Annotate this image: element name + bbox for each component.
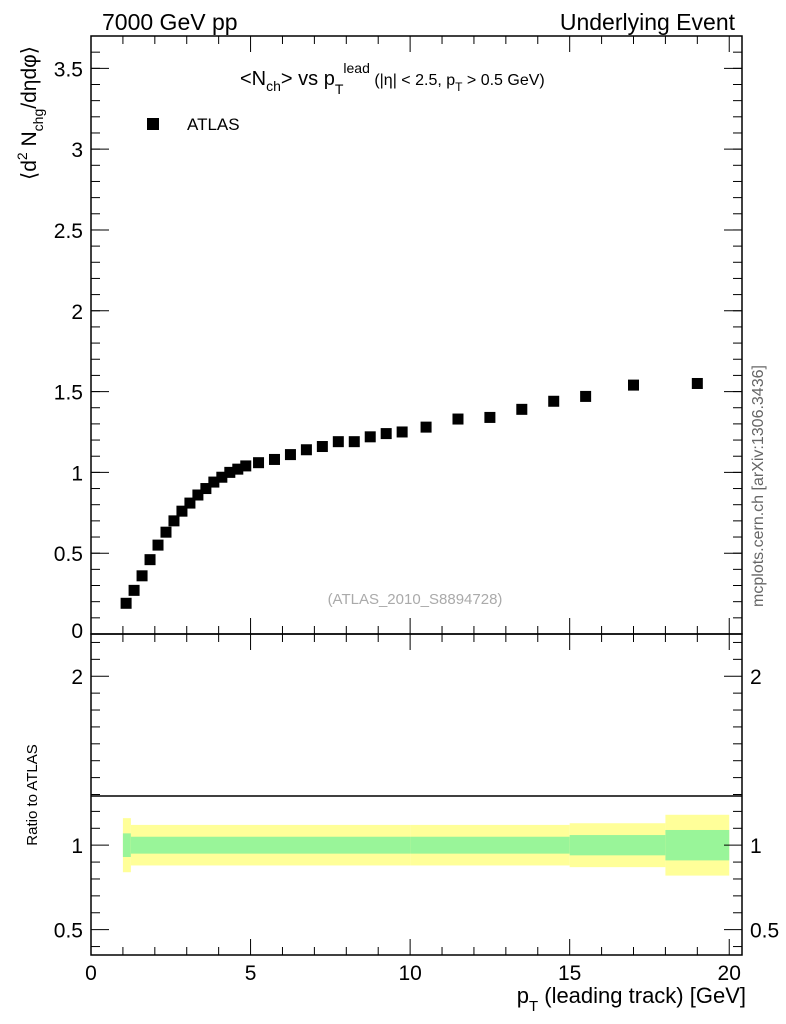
data-point bbox=[332, 436, 344, 448]
x-tick-label: 10 bbox=[398, 962, 421, 985]
data-point bbox=[152, 539, 164, 551]
ratio-band-inner bbox=[569, 835, 666, 856]
data-point bbox=[348, 436, 360, 448]
main-panel-title: <Nch> vs pTlead (|η| < 2.5, pT > 0.5 GeV… bbox=[240, 60, 545, 97]
data-point bbox=[691, 377, 703, 389]
data-point bbox=[224, 466, 236, 478]
data-point bbox=[240, 460, 252, 472]
main-y-tick-label: 1 bbox=[71, 462, 83, 485]
ratio-y-tick-label-right: 1 bbox=[750, 835, 762, 858]
ratio-y-tick-label-right: 2 bbox=[750, 666, 762, 689]
data-point bbox=[253, 457, 265, 469]
data-point bbox=[364, 431, 376, 443]
main-y-tick-label: 1.5 bbox=[54, 382, 83, 405]
data-point bbox=[136, 570, 148, 582]
svg-text:⟨d2 Nchg/dηdφ⟩: ⟨d2 Nchg/dηdφ⟩ bbox=[14, 46, 46, 180]
main-y-tick-label: 3 bbox=[71, 139, 83, 162]
data-point bbox=[216, 471, 228, 483]
ratio-y-tick-label-left: 1 bbox=[71, 835, 83, 858]
data-point bbox=[396, 426, 408, 438]
data-point bbox=[284, 449, 296, 461]
legend-marker-atlas bbox=[147, 118, 159, 130]
ratio-y-tick-label-left: 2 bbox=[71, 666, 83, 689]
x-tick-label: 15 bbox=[558, 962, 581, 985]
ratio-y-axis-label: Ratio to ATLAS bbox=[24, 744, 41, 845]
legend-label-atlas: ATLAS bbox=[187, 115, 240, 134]
ratio-y-tick-label-left: 0.5 bbox=[54, 920, 83, 943]
analysis-watermark: (ATLAS_2010_S8894728) bbox=[328, 591, 503, 608]
data-point bbox=[452, 413, 464, 425]
data-point bbox=[516, 403, 528, 415]
ratio-band-inner bbox=[122, 833, 131, 858]
ratio-panel-frame bbox=[90, 633, 743, 956]
data-point bbox=[548, 395, 560, 407]
main-y-tick-label: 0 bbox=[71, 620, 83, 643]
data-point bbox=[176, 505, 188, 517]
x-axis-label: pT (leading track) [GeV] bbox=[517, 983, 746, 1015]
data-point bbox=[580, 390, 592, 402]
data-point bbox=[300, 444, 312, 456]
side-label: mcplots.cern.ch [arXiv:1306.3436] bbox=[750, 365, 767, 607]
ratio-bands bbox=[122, 814, 730, 876]
main-y-tick-label: 2.5 bbox=[54, 220, 83, 243]
main-axis-ticks: 0.5 1 1.5 2 2.5 3 3.5 0 bbox=[54, 36, 742, 643]
data-point bbox=[160, 526, 172, 538]
x-tick-label: 20 bbox=[718, 962, 741, 985]
svg-text:pT (leading track) [GeV]: pT (leading track) [GeV] bbox=[517, 983, 746, 1015]
header-right: Underlying Event bbox=[560, 9, 736, 35]
data-point bbox=[192, 489, 204, 501]
data-point bbox=[316, 441, 328, 453]
x-tick-label: 5 bbox=[245, 962, 257, 985]
main-y-tick-label: 0.5 bbox=[54, 543, 83, 566]
data-point bbox=[380, 428, 392, 440]
data-point bbox=[208, 476, 220, 488]
data-point bbox=[168, 515, 180, 527]
main-data-points bbox=[120, 377, 703, 609]
data-point bbox=[628, 379, 639, 391]
x-tick-label: 0 bbox=[85, 962, 97, 985]
ratio-axis-ticks: 0.5 0.51 12 20 5 10 15 20 bbox=[54, 634, 779, 985]
data-point bbox=[484, 411, 496, 423]
data-point bbox=[120, 597, 132, 609]
data-point bbox=[420, 421, 432, 433]
ratio-band-inner bbox=[130, 836, 411, 854]
data-point bbox=[232, 463, 244, 475]
ratio-band-inner bbox=[410, 836, 570, 854]
data-point bbox=[200, 483, 212, 495]
main-y-tick-label: 3.5 bbox=[54, 58, 83, 81]
data-point bbox=[144, 554, 156, 566]
header-left: 7000 GeV pp bbox=[102, 9, 238, 35]
main-y-tick-label: 2 bbox=[71, 301, 83, 324]
ratio-band-inner bbox=[665, 829, 730, 861]
main-y-axis-label: ⟨d2 Nchg/dηdφ⟩ bbox=[14, 46, 46, 180]
svg-text:<Nch> vs pTlead (|η| < 2.5, pT: <Nch> vs pTlead (|η| < 2.5, pT > 0.5 GeV… bbox=[240, 60, 545, 97]
data-point bbox=[184, 497, 196, 509]
data-point bbox=[268, 453, 280, 465]
ratio-y-tick-label-right: 0.5 bbox=[750, 920, 779, 943]
data-point bbox=[128, 584, 140, 596]
